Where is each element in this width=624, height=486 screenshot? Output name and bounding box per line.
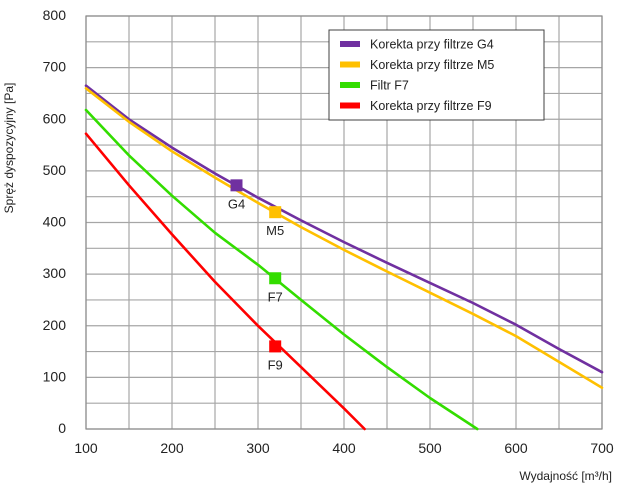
marker-label: F9 <box>268 357 283 372</box>
series-line <box>84 87 604 390</box>
x-tick-label: 200 <box>160 440 184 456</box>
legend-label: Korekta przy filtrze F9 <box>370 99 492 113</box>
x-tick-label: 400 <box>332 440 356 456</box>
legend-label: Korekta przy filtrze M5 <box>370 58 494 72</box>
plot-border <box>85 15 603 430</box>
y-axis-label: Spręż dyspozycyjny [Pa] <box>2 83 16 214</box>
series-line <box>84 84 604 374</box>
x-tick-label: 300 <box>246 440 270 456</box>
y-tick-label: 0 <box>58 420 66 436</box>
point-marker <box>230 179 243 192</box>
y-tick-label: 700 <box>43 59 67 75</box>
legend-swatch <box>340 102 360 109</box>
legend-label: Filtr F7 <box>370 79 409 93</box>
x-tick-label: 100 <box>74 440 98 456</box>
ticks-layer: 100 200 300 400 500 600 700 0 100 200 300 400 500 600… <box>43 7 614 456</box>
y-tick-label: 400 <box>43 214 67 230</box>
y-tick-label: 600 <box>43 110 67 126</box>
legend-box <box>328 29 545 121</box>
legend-swatch <box>340 61 360 68</box>
point-marker <box>269 272 282 285</box>
marker-layer: G4 M5 F7 F9 <box>228 179 284 372</box>
y-tick-label: 200 <box>43 317 67 333</box>
legend: Korekta przy filtrze G4 Korekta przy filt… <box>328 29 545 121</box>
x-axis-label: Wydajność [m³/h] <box>519 469 612 483</box>
x-tick-label: 500 <box>418 440 442 456</box>
x-tick-label: 700 <box>590 440 614 456</box>
y-tick-label: 300 <box>43 265 67 281</box>
series-line <box>84 132 366 431</box>
marker-label: G4 <box>228 196 245 211</box>
marker-label: M5 <box>266 223 284 238</box>
x-tick-label: 600 <box>504 440 528 456</box>
legend-label: Korekta przy filtrze G4 <box>370 38 494 52</box>
y-tick-label: 100 <box>43 368 67 384</box>
point-marker <box>269 340 282 353</box>
marker-label: F7 <box>268 289 283 304</box>
y-tick-label: 500 <box>43 162 67 178</box>
legend-swatch <box>340 82 360 88</box>
legend-swatch <box>340 41 360 47</box>
y-tick-label: 800 <box>43 7 67 23</box>
point-marker <box>269 206 282 219</box>
